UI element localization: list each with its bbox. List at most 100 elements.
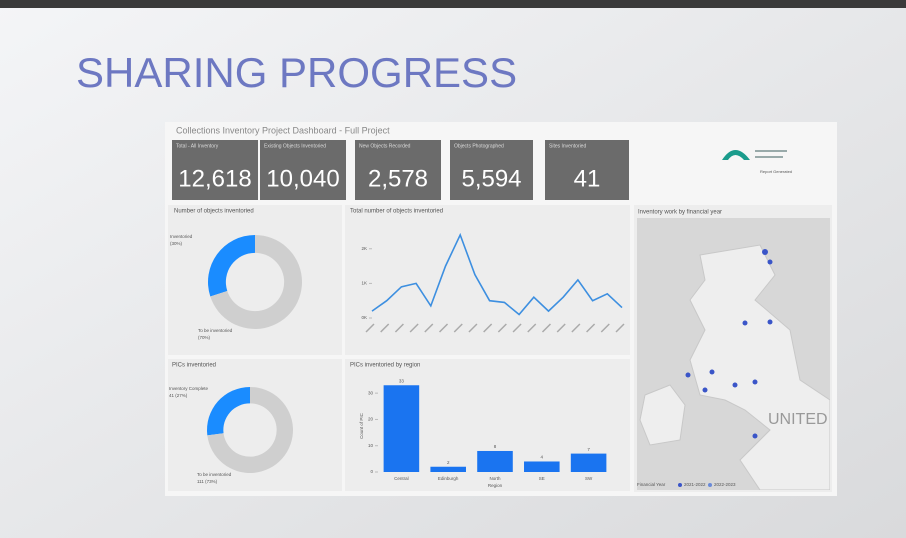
map-point xyxy=(767,259,773,265)
kpi-card xyxy=(260,140,346,200)
map-point xyxy=(709,369,715,375)
x-tick-label: SW xyxy=(585,476,593,481)
chart-title: PICs inventoried xyxy=(172,363,216,369)
slice-label: Inventory Complete xyxy=(169,386,209,391)
x-tick-text xyxy=(600,323,610,333)
x-axis-title: Region xyxy=(488,483,503,488)
bar-value-label: 4 xyxy=(541,455,544,460)
legend-swatch xyxy=(678,483,682,487)
chart-title: Total number of objects inventoried xyxy=(350,209,443,215)
bar xyxy=(430,466,466,472)
x-tick-text xyxy=(424,323,434,333)
bar xyxy=(570,453,607,472)
map-point xyxy=(752,379,758,385)
x-tick-text xyxy=(483,323,493,333)
y-tick-label: 0 xyxy=(370,469,373,474)
kpi-label: Objects Photographed xyxy=(454,143,504,149)
x-tick-text xyxy=(394,323,404,333)
kpi-card xyxy=(355,140,441,200)
kpi-row: Total - All Inventory 12,618 Existing Obje… xyxy=(172,140,629,200)
map-points xyxy=(685,249,773,439)
slice-value-label: 111 (73%) xyxy=(197,479,218,484)
kpi-card xyxy=(450,140,533,200)
x-tick-text xyxy=(586,323,596,333)
slice-label: Inventoried xyxy=(170,234,193,239)
chart-title: Number of objects inventoried xyxy=(174,209,254,215)
slice-value-label: 41 (27%) xyxy=(169,393,188,398)
map-land xyxy=(689,244,830,490)
kpi-card xyxy=(172,140,258,200)
legend-item: 2022-2023 xyxy=(714,482,736,487)
kpi-label: Sites Inventoried xyxy=(549,143,586,149)
line xyxy=(371,232,623,316)
map-point xyxy=(685,372,691,378)
x-tick-label: Central xyxy=(394,476,409,481)
panel xyxy=(345,205,630,355)
map-point xyxy=(702,387,708,393)
map-point xyxy=(732,382,738,388)
donut-slice xyxy=(210,235,303,329)
bar-value-label: 7 xyxy=(587,447,590,452)
x-tick-text xyxy=(571,323,581,333)
x-tick-text xyxy=(527,323,537,333)
kpi-value: 12,618 xyxy=(178,165,251,192)
kpi-card xyxy=(545,140,629,200)
kpi-label: New Objects Recorded xyxy=(359,143,411,149)
kpi-value: 5,594 xyxy=(461,165,521,192)
slice-label: To be inventoried xyxy=(197,472,232,477)
x-tick-text xyxy=(512,323,522,333)
kpi-value: 10,040 xyxy=(266,165,339,192)
map-land xyxy=(639,384,686,446)
logo-mark xyxy=(722,150,750,160)
legend-swatch xyxy=(708,483,712,487)
x-tick-label: SE xyxy=(539,476,545,481)
legend-item: 2021-2022 xyxy=(684,482,706,487)
logo-text xyxy=(755,156,783,158)
x-tick-label: Edinburgh xyxy=(438,476,459,481)
map-point xyxy=(767,319,773,325)
y-axis-title: Count of PIC xyxy=(359,412,364,439)
legend-title: Financial Year xyxy=(637,482,666,487)
x-tick-text xyxy=(380,323,390,333)
x-tick-text xyxy=(615,323,625,333)
chart-title: PICs inventoried by region xyxy=(350,363,420,369)
kpi-value: 41 xyxy=(574,165,601,192)
map-point xyxy=(752,433,758,439)
bar-value-label: 2 xyxy=(447,460,450,465)
x-tick-text xyxy=(497,323,507,333)
panel xyxy=(168,205,342,355)
donut-slice xyxy=(208,235,255,297)
x-tick-text xyxy=(468,323,478,333)
y-tick-label: 20 xyxy=(368,417,374,422)
y-tick-label: 2K xyxy=(361,246,367,251)
map-point xyxy=(762,249,768,255)
x-tick-text xyxy=(453,323,463,333)
bar xyxy=(524,461,560,472)
bar xyxy=(383,385,420,472)
x-tick-text xyxy=(409,323,419,333)
map-title: Inventory work by financial year xyxy=(638,210,722,216)
x-tick-text xyxy=(556,323,566,333)
bar-value-label: 8 xyxy=(494,444,497,449)
x-tick-label: North xyxy=(489,476,501,481)
slice-label: To be inventoried xyxy=(198,328,233,333)
y-tick-label: 1K xyxy=(361,281,367,286)
bar xyxy=(477,450,513,472)
logo-text xyxy=(755,150,787,152)
slice-value-label: (70%) xyxy=(198,335,211,340)
x-tick-text xyxy=(541,323,552,333)
logo: Report Generated xyxy=(722,150,792,174)
slice-value-label: (30%) xyxy=(170,241,183,246)
donut-slice xyxy=(207,387,293,473)
y-tick-label: 0K xyxy=(361,315,367,320)
x-tick-text xyxy=(438,323,449,333)
donut-slice xyxy=(206,387,250,436)
kpi-label: Total - All Inventory xyxy=(176,143,219,149)
kpi-value: 2,578 xyxy=(368,165,428,192)
report-generated: Report Generated xyxy=(760,169,792,174)
dashboard-title: Collections Inventory Project Dashboard … xyxy=(176,125,390,135)
top-strip xyxy=(0,0,906,8)
map: UNITED KINGDOM xyxy=(637,218,830,490)
